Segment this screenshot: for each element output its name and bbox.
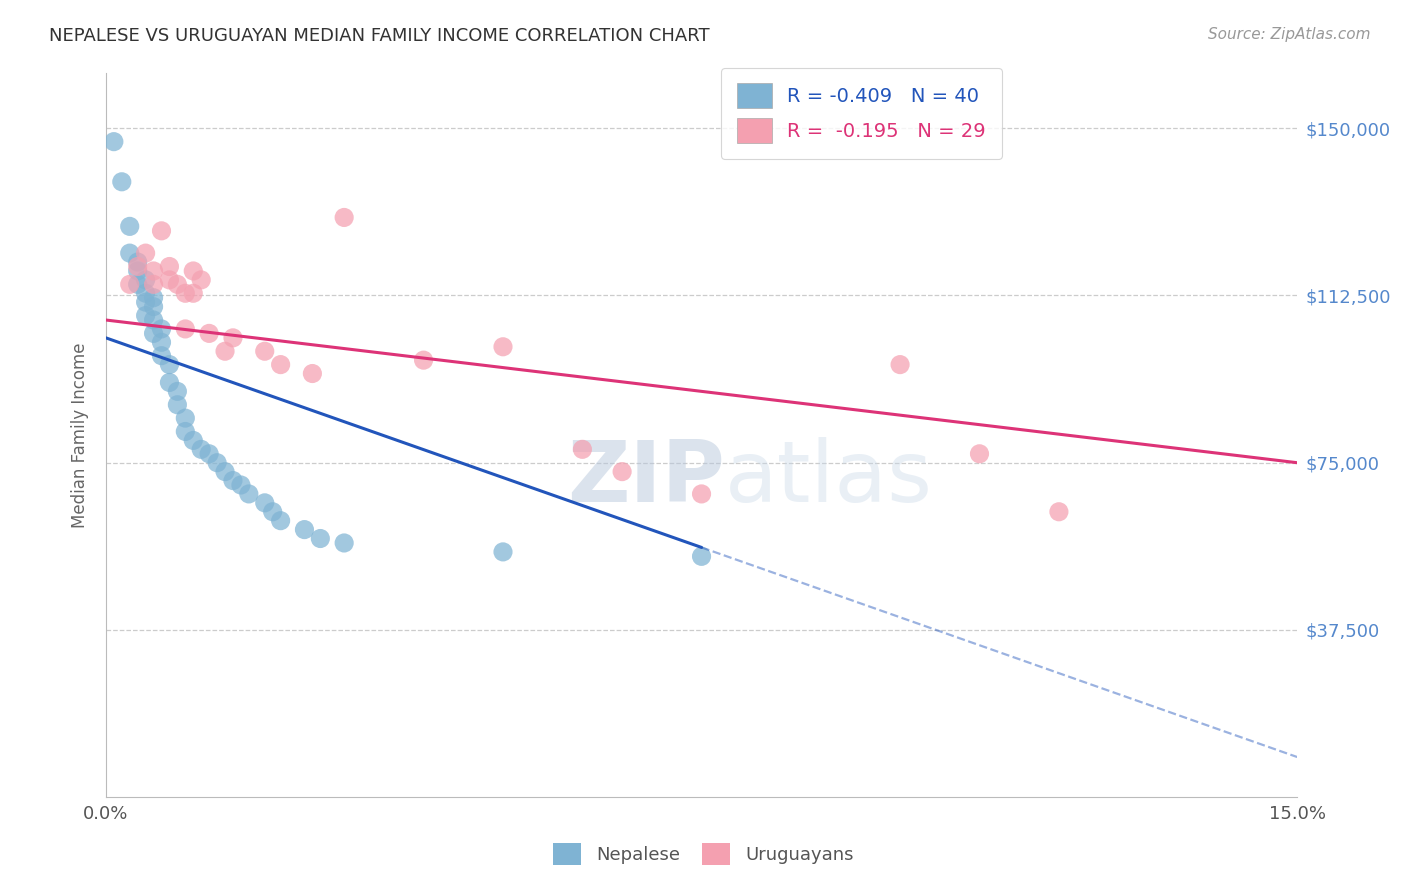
- Point: [492, 545, 515, 559]
- Point: [214, 465, 236, 479]
- Point: [294, 523, 316, 537]
- Point: [333, 211, 356, 225]
- Point: [222, 331, 245, 345]
- Text: atlas: atlas: [725, 437, 934, 520]
- Point: [135, 273, 157, 287]
- Point: [190, 273, 212, 287]
- Legend: Nepalese, Uruguayans: Nepalese, Uruguayans: [544, 834, 862, 874]
- Point: [190, 442, 212, 457]
- Point: [181, 286, 204, 301]
- Point: [198, 326, 221, 341]
- Point: [222, 474, 245, 488]
- Point: [270, 514, 292, 528]
- Point: [205, 456, 228, 470]
- Point: [150, 335, 173, 350]
- Point: [127, 277, 149, 292]
- Point: [142, 300, 165, 314]
- Point: [103, 135, 125, 149]
- Point: [690, 549, 713, 564]
- Point: [262, 505, 284, 519]
- Point: [142, 326, 165, 341]
- Point: [135, 246, 157, 260]
- Point: [118, 277, 141, 292]
- Point: [174, 322, 197, 336]
- Point: [1047, 505, 1070, 519]
- Point: [174, 286, 197, 301]
- Point: [492, 340, 515, 354]
- Text: ZIP: ZIP: [568, 437, 725, 520]
- Point: [142, 264, 165, 278]
- Point: [166, 398, 188, 412]
- Point: [181, 434, 204, 448]
- Point: [127, 264, 149, 278]
- Point: [142, 291, 165, 305]
- Point: [159, 273, 181, 287]
- Point: [135, 295, 157, 310]
- Point: [333, 536, 356, 550]
- Point: [159, 260, 181, 274]
- Point: [309, 532, 332, 546]
- Point: [159, 358, 181, 372]
- Point: [690, 487, 713, 501]
- Point: [142, 277, 165, 292]
- Legend: R = -0.409   N = 40, R =  -0.195   N = 29: R = -0.409 N = 40, R = -0.195 N = 29: [721, 68, 1001, 159]
- Point: [214, 344, 236, 359]
- Point: [159, 376, 181, 390]
- Point: [238, 487, 260, 501]
- Point: [253, 344, 276, 359]
- Point: [150, 224, 173, 238]
- Point: [229, 478, 252, 492]
- Point: [127, 255, 149, 269]
- Point: [174, 411, 197, 425]
- Point: [610, 465, 633, 479]
- Point: [889, 358, 911, 372]
- Point: [571, 442, 593, 457]
- Text: Source: ZipAtlas.com: Source: ZipAtlas.com: [1208, 27, 1371, 42]
- Point: [150, 322, 173, 336]
- Point: [174, 425, 197, 439]
- Point: [118, 219, 141, 234]
- Point: [969, 447, 991, 461]
- Point: [253, 496, 276, 510]
- Point: [166, 384, 188, 399]
- Point: [198, 447, 221, 461]
- Y-axis label: Median Family Income: Median Family Income: [72, 343, 89, 527]
- Point: [166, 277, 188, 292]
- Point: [135, 309, 157, 323]
- Point: [142, 313, 165, 327]
- Point: [412, 353, 434, 368]
- Point: [135, 286, 157, 301]
- Point: [150, 349, 173, 363]
- Text: NEPALESE VS URUGUAYAN MEDIAN FAMILY INCOME CORRELATION CHART: NEPALESE VS URUGUAYAN MEDIAN FAMILY INCO…: [49, 27, 710, 45]
- Point: [301, 367, 323, 381]
- Point: [118, 246, 141, 260]
- Point: [181, 264, 204, 278]
- Point: [270, 358, 292, 372]
- Point: [127, 260, 149, 274]
- Point: [111, 175, 134, 189]
